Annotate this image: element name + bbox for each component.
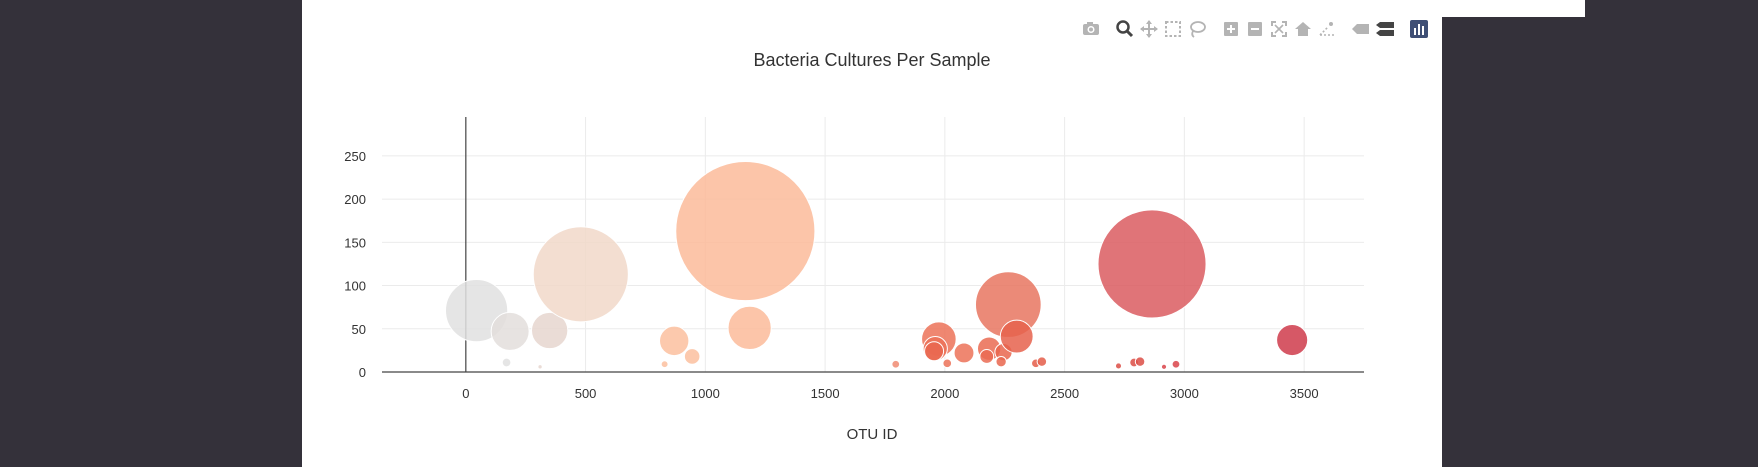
y-tick-label: 100 — [344, 279, 366, 294]
y-tick-label: 250 — [344, 149, 366, 164]
autoscale-button[interactable] — [1268, 18, 1290, 40]
y-tick-label: 150 — [344, 235, 366, 250]
bubble-point[interactable] — [537, 364, 543, 370]
x-tick-label: 1000 — [691, 386, 720, 401]
pan-button[interactable] — [1138, 18, 1160, 40]
bubble-point[interactable] — [659, 325, 690, 357]
x-tick-label: 1500 — [811, 386, 840, 401]
spike-lines-icon — [1319, 22, 1334, 36]
zoom-in-button[interactable] — [1220, 18, 1242, 40]
camera-icon — [1083, 22, 1099, 35]
bubble-point[interactable] — [924, 341, 945, 362]
lasso-select-icon — [1190, 21, 1206, 38]
bubble-point[interactable] — [531, 311, 569, 350]
x-tick-label: 3500 — [1290, 386, 1319, 401]
bubble-point[interactable] — [891, 359, 901, 369]
box-select-icon — [1165, 21, 1181, 37]
plot-panel: 0 500 1000 1500 2000 2500 3000 3500 0 50 100 150 200… — [302, 0, 1442, 467]
x-tick-label: 3000 — [1170, 386, 1199, 401]
bubble-point[interactable] — [660, 360, 669, 369]
bubble-point[interactable] — [1171, 359, 1181, 369]
zoom-out-icon — [1248, 22, 1262, 36]
bubble-point[interactable] — [979, 349, 995, 364]
bubble-point[interactable] — [1114, 362, 1123, 370]
hover-compare-icon — [1376, 22, 1394, 36]
bubble-chart: 0 500 1000 1500 2000 2500 3000 3500 0 50 100 150 200… — [344, 50, 1364, 443]
bubble-point[interactable] — [675, 161, 816, 302]
bubble-point[interactable] — [1097, 209, 1207, 319]
autoscale-icon — [1271, 21, 1287, 37]
box-select-button[interactable] — [1162, 18, 1184, 40]
x-tick-label: 2000 — [930, 386, 959, 401]
pan-icon — [1140, 20, 1158, 38]
bubble-point[interactable] — [727, 305, 772, 351]
plotly-logo-button[interactable] — [1408, 18, 1430, 40]
reset-axes-button[interactable] — [1292, 18, 1314, 40]
x-axis-title: OTU ID — [847, 426, 898, 443]
bubble-point[interactable] — [1036, 356, 1048, 367]
x-tick-label: 2500 — [1050, 386, 1079, 401]
bubble-point[interactable] — [942, 358, 953, 369]
zoom-in-icon — [1224, 22, 1238, 36]
x-tick-label: 500 — [575, 386, 597, 401]
y-tick-label: 50 — [352, 322, 366, 337]
bubble-point[interactable] — [995, 355, 1007, 368]
chart-title: Bacteria Cultures Per Sample — [753, 50, 990, 70]
bubble-point[interactable] — [999, 319, 1034, 354]
modebar — [1080, 18, 1430, 40]
bubble-points — [444, 161, 1309, 370]
plotly-logo-icon — [1410, 20, 1428, 38]
bubble-point[interactable] — [532, 226, 629, 323]
camera-button[interactable] — [1080, 18, 1102, 40]
bubble-point[interactable] — [953, 342, 975, 364]
hover-compare-button[interactable] — [1374, 18, 1396, 40]
hover-closest-icon — [1352, 24, 1369, 34]
reset-axes-icon — [1295, 22, 1311, 36]
bubble-point[interactable] — [1160, 363, 1168, 370]
spike-lines-button[interactable] — [1316, 18, 1338, 40]
zoom-out-button[interactable] — [1244, 18, 1266, 40]
x-tick-label: 0 — [462, 386, 469, 401]
bubble-point[interactable] — [1276, 323, 1309, 357]
y-tick-label: 200 — [344, 192, 366, 207]
zoom-button[interactable] — [1114, 18, 1136, 40]
axes: 0 500 1000 1500 2000 2500 3000 3500 0 50 100 150 200… — [344, 117, 1364, 401]
bubble-point[interactable] — [1134, 356, 1146, 367]
bubble-point[interactable] — [501, 357, 512, 368]
zoom-icon — [1116, 20, 1134, 38]
bubble-point[interactable] — [683, 348, 701, 365]
y-tick-label: 0 — [359, 365, 366, 380]
hover-closest-button[interactable] — [1350, 18, 1372, 40]
bubble-point[interactable] — [490, 311, 530, 351]
lasso-select-button[interactable] — [1186, 18, 1208, 40]
